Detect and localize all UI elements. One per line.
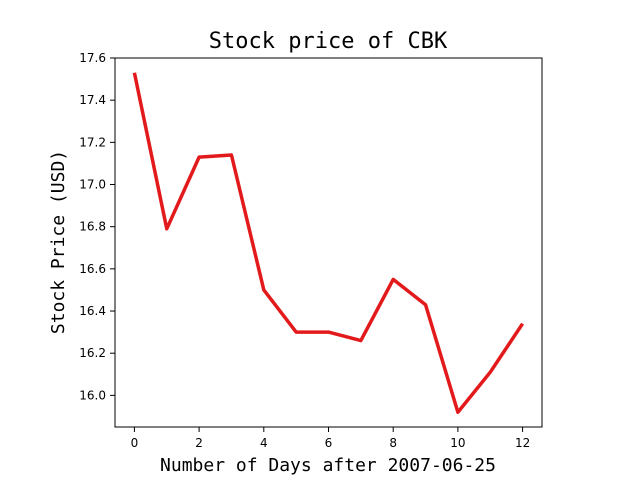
x-axis-label: Number of Days after 2007-06-25 [160,455,496,476]
y-tick-label: 17.4 [79,93,106,107]
x-axis: 0 2 4 6 8 10 12 [131,427,530,450]
series-line-0 [132,72,525,414]
x-tick-label: 10 [450,436,465,450]
chart-title: Stock price of CBK [209,29,448,54]
x-tick-label: 4 [260,436,268,450]
y-tick-label: 16.4 [79,304,106,318]
y-tick-label: 17.6 [79,51,106,65]
y-tick-label: 16.0 [79,388,106,402]
y-tick-label: 16.6 [79,262,106,276]
y-tick-label: 16.2 [79,346,106,360]
plot-area [114,57,543,428]
y-tick-label: 16.8 [79,220,106,234]
y-axis-label: Stock Price (USD) [48,150,69,334]
y-axis: 16.0 16.2 16.4 16.6 16.8 17.0 17.2 17.4 17.6 [79,51,115,402]
y-tick-label: 17.0 [79,178,106,192]
x-tick-label: 8 [389,436,397,450]
x-tick-label: 12 [515,436,530,450]
x-tick-label: 2 [195,436,203,450]
axes-frame [114,57,543,428]
y-tick-label: 17.2 [79,135,106,149]
x-tick-label: 6 [325,436,333,450]
x-tick-label: 0 [131,436,139,450]
